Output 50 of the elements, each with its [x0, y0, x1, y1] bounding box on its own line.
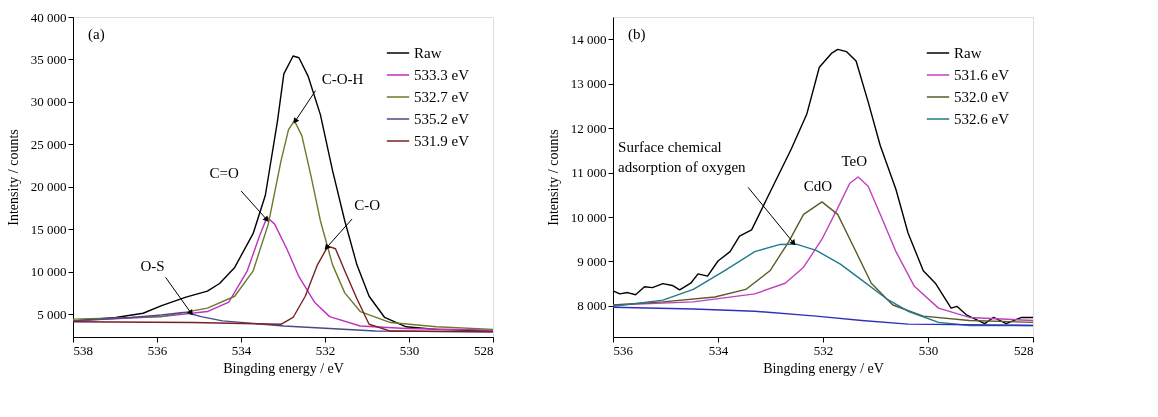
y-tick-label: 10 000	[30, 264, 67, 280]
x-tick-label: 532	[315, 342, 336, 358]
legend-label: Raw	[414, 45, 442, 61]
y-tick-label: 35 000	[30, 51, 67, 67]
legend-label: 535.2 eV	[414, 111, 470, 127]
x-tick-label: 528	[1014, 342, 1034, 358]
x-tick-label: 530	[399, 342, 420, 358]
y-tick-label: 8 000	[577, 298, 607, 314]
legend-label: Raw	[954, 45, 982, 61]
annotation: O-S	[140, 258, 165, 275]
annotation: C-O-H	[321, 70, 364, 87]
annotation: (a)	[88, 26, 105, 43]
legend-label: 531.9 eV	[414, 133, 470, 149]
annotation: C-O	[354, 197, 381, 214]
annotation: C=O	[209, 165, 240, 182]
line-series	[612, 201, 1034, 324]
y-tick-label: 20 000	[30, 179, 67, 195]
y-axis-title: Intensity / counts	[5, 129, 21, 226]
y-tick-label: 30 000	[30, 94, 67, 110]
x-tick-label: 528	[474, 342, 494, 358]
y-tick-label: 11 000	[571, 165, 607, 181]
x-tick-label: 538	[73, 342, 93, 358]
legend-label: 532.6 eV	[954, 111, 1010, 127]
y-tick-label: 25 000	[30, 136, 67, 152]
legend-label: 531.6 eV	[954, 67, 1010, 83]
y-tick-label: 12 000	[570, 120, 607, 136]
x-tick-label: 530	[918, 342, 939, 358]
annotation: CdO	[803, 177, 833, 194]
legend-label: 532.0 eV	[954, 89, 1010, 105]
y-tick-label: 9 000	[577, 253, 607, 269]
y-tick-label: 10 000	[570, 209, 607, 225]
y-tick-label: 14 000	[570, 31, 607, 47]
x-tick-label: 536	[613, 342, 634, 358]
y-axis-title: Intensity / counts	[545, 129, 561, 226]
legend-label: 533.3 eV	[414, 67, 470, 83]
x-tick-label: 536	[147, 342, 168, 358]
y-tick-label: 5 000	[37, 306, 67, 322]
annotation: TeO	[841, 153, 868, 169]
annotation: Surface chemical adsorption of oxygen	[618, 139, 747, 176]
x-axis-title: Bingding energy / eV	[763, 360, 884, 376]
x-tick-label: 532	[813, 342, 834, 358]
x-tick-label: 534	[231, 342, 252, 358]
x-axis-title: Bingding energy / eV	[223, 360, 344, 376]
y-tick-label: 40 000	[30, 9, 67, 25]
annotation: (b)	[628, 26, 646, 43]
legend-label: 532.7 eV	[414, 89, 470, 105]
x-tick-label: 534	[708, 342, 729, 358]
y-tick-label: 15 000	[30, 221, 67, 237]
line-series	[612, 306, 1034, 327]
y-tick-label: 13 000	[570, 76, 607, 92]
